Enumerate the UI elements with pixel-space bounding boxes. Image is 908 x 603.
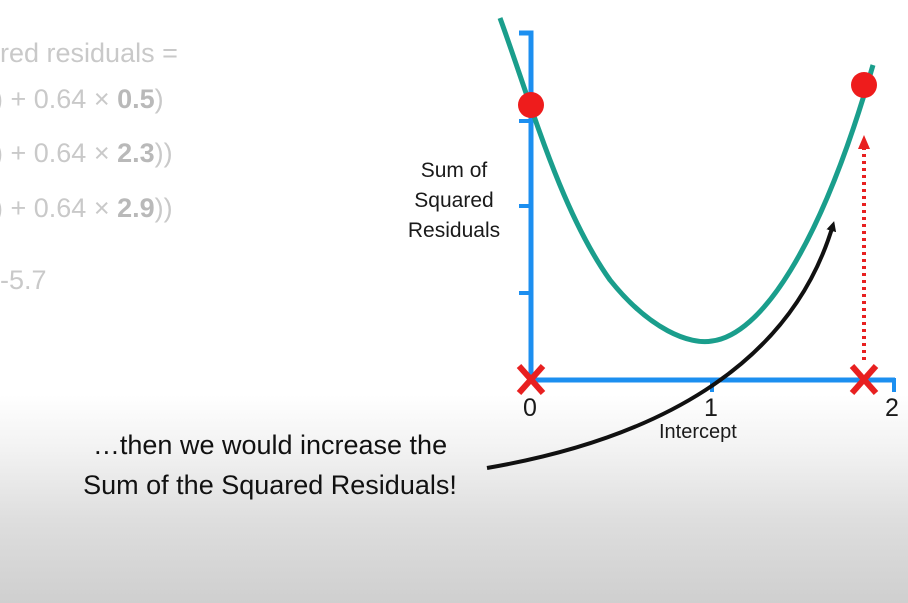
y-axis-label: Sum of Squared Residuals bbox=[407, 159, 501, 242]
pointer-arrow bbox=[486, 221, 837, 470]
x-tick-label-2: 2 bbox=[885, 394, 899, 422]
x-marker-right bbox=[849, 364, 879, 395]
equation-line-3: ) + 0.64 × 2.3)) bbox=[0, 138, 173, 168]
equation-line-2: ) + 0.64 × 0.5) bbox=[0, 84, 164, 114]
ssr-point-intercept-right bbox=[851, 72, 877, 98]
x-marker-0 bbox=[516, 364, 546, 395]
axes bbox=[519, 30, 896, 392]
x-tick-label-0: 0 bbox=[523, 394, 537, 422]
equation-line-1: red residuals = bbox=[0, 38, 178, 68]
ssr-curve bbox=[497, 17, 876, 345]
equation-line-4: ) + 0.64 × 2.9)) bbox=[0, 193, 173, 223]
equation-line-5: -5.7 bbox=[0, 265, 47, 295]
x-axis-label: Intercept bbox=[659, 421, 737, 443]
ssr-point-intercept-0 bbox=[518, 92, 544, 118]
caption-text: …then we would increase the Sum of the S… bbox=[83, 430, 457, 500]
y-axis bbox=[519, 30, 534, 380]
x-tick-label-1: 1 bbox=[704, 394, 718, 422]
